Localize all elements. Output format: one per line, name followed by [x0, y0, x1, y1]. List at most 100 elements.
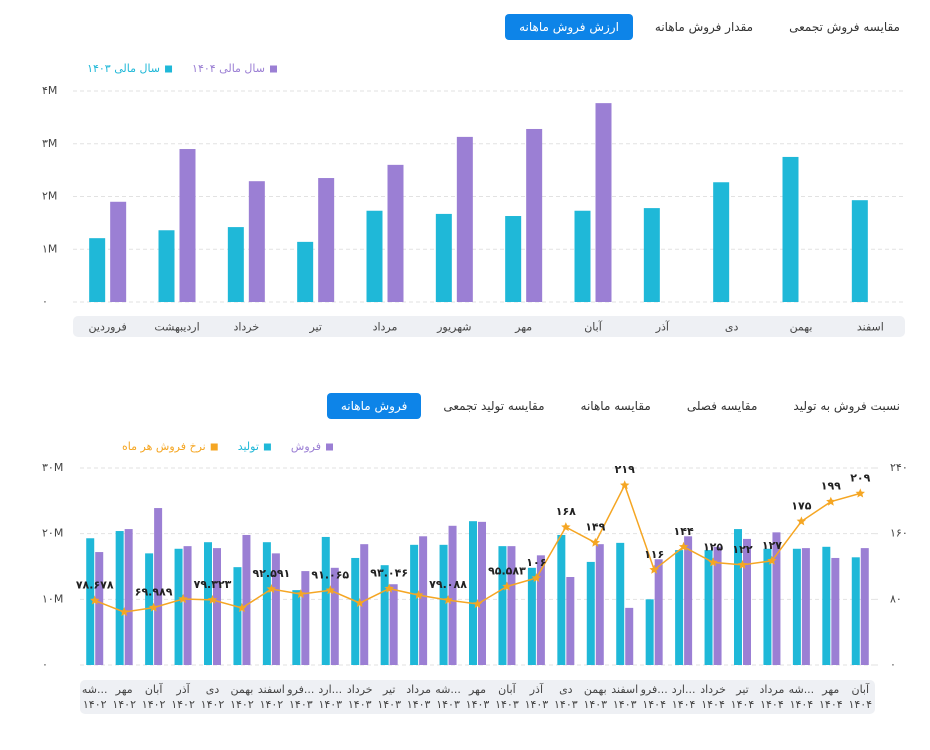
- x-tick-label: اسفند: [258, 683, 285, 696]
- x-tick-label: اسفند: [611, 683, 638, 696]
- line-point: [737, 559, 748, 569]
- bar: [292, 590, 301, 665]
- legend-label: فروش: [291, 440, 321, 453]
- value-label: ۷۹.۰۸۸: [429, 578, 467, 591]
- bar: [301, 571, 310, 665]
- legend-label: نرخ فروش هر ماه: [122, 440, 206, 453]
- line-point: [384, 583, 394, 593]
- legend-swatch: [210, 443, 218, 451]
- x-tick-label: شه...: [82, 683, 108, 696]
- line-point: [207, 594, 218, 604]
- line-point: [620, 480, 630, 490]
- tab[interactable]: مقایسه تولید تجمعی: [443, 399, 545, 413]
- value-label: ۱۴۹: [585, 521, 605, 534]
- x-tick-label: آبان: [498, 682, 516, 696]
- line-point: [708, 557, 718, 567]
- bar: [772, 532, 781, 665]
- line-point: [472, 599, 483, 609]
- bar: [507, 546, 516, 665]
- x-tick-label: مرداد: [760, 683, 785, 696]
- value-label: ۹۲.۵۹۱: [253, 567, 291, 580]
- bar: [822, 546, 831, 665]
- x-tick-label: ۱۴۰۴: [731, 698, 755, 711]
- bar: [271, 553, 280, 665]
- legend-label: سال مالی ۱۴۰۳: [87, 62, 160, 75]
- line-point: [325, 585, 335, 595]
- bar: [380, 565, 389, 665]
- x-tick-label: تیر: [382, 683, 395, 696]
- y-tick-label: ۳M: [42, 137, 57, 150]
- line-point: [443, 595, 453, 605]
- bar: [595, 544, 604, 665]
- bar: [645, 599, 654, 665]
- bar: [574, 210, 591, 302]
- x-tick-label: ۱۴۰۳: [436, 698, 460, 711]
- bar: [675, 550, 684, 665]
- x-tick-label: دی: [559, 683, 573, 696]
- bar: [801, 548, 810, 665]
- x-tick-label: ۱۴۰۲: [230, 698, 254, 711]
- line-point: [266, 584, 277, 593]
- bar: [448, 525, 457, 665]
- x-tick-label: ارد...: [672, 683, 696, 696]
- y-tick-label: ۲M: [42, 190, 57, 203]
- value-label: ۱۱۶: [644, 548, 664, 561]
- value-label: ۱۲۷: [762, 539, 782, 552]
- tab-bar: ارزش فروش ماهانه مقدار فروش ماهانه مقایسه …: [505, 14, 914, 40]
- tab[interactable]: مقدار فروش ماهانه: [654, 20, 754, 34]
- legend-swatch: [263, 443, 271, 451]
- line-point: [796, 516, 807, 526]
- bar: [115, 531, 124, 665]
- x-tick-label: خرداد: [347, 683, 373, 696]
- x-tick-label: آبان: [851, 682, 869, 696]
- x-tick-label: مهر: [115, 683, 133, 696]
- x-tick-label: ۱۴۰۳: [466, 698, 490, 711]
- x-tick-label: ۱۴۰۳: [613, 698, 637, 711]
- x-tick-label: تیر: [308, 321, 321, 334]
- y-tick-label: ۰: [42, 295, 48, 308]
- tab[interactable]: فروش ماهانه: [326, 393, 422, 419]
- value-label: ۱۰۶: [526, 556, 546, 569]
- x-tick-label: ۱۴۰۳: [583, 698, 607, 711]
- x-tick-label: ۱۴۰۳: [525, 698, 549, 711]
- bar: [456, 136, 473, 302]
- bar: [262, 542, 271, 665]
- tab[interactable]: مقایسه فصلی: [686, 399, 758, 413]
- bar: [713, 546, 722, 665]
- x-tick-label: بهمن: [790, 321, 813, 334]
- x-tick-label: ۱۴۰۴: [848, 698, 872, 711]
- line-point: [178, 594, 188, 604]
- legend-swatch: [270, 65, 277, 73]
- y-tick-label: ۱۰M: [42, 592, 63, 605]
- legend-label: سال مالی ۱۴۰۴: [192, 62, 265, 75]
- bar: [321, 536, 330, 665]
- tab[interactable]: مقایسه فروش تجمعی: [789, 20, 900, 34]
- x-tick-label: آبان: [584, 320, 602, 334]
- value-label: ۷۸.۶۷۸: [76, 578, 114, 591]
- bar: [704, 550, 713, 665]
- x-tick-label: آذر: [175, 682, 190, 696]
- y2-tick-label: ۲۴۰: [890, 461, 908, 474]
- y-tick-label: ۲۰M: [42, 527, 63, 540]
- bar: [851, 557, 860, 665]
- x-tick-label: ۱۴۰۴: [760, 698, 784, 711]
- y2-tick-label: ۱۶۰: [890, 527, 908, 540]
- tab[interactable]: مقایسه ماهانه: [580, 399, 651, 413]
- bar: [174, 548, 183, 665]
- tab[interactable]: ارزش فروش ماهانه: [505, 14, 633, 40]
- x-tick-label: مهر: [821, 683, 839, 696]
- bar: [831, 557, 840, 665]
- bar: [145, 553, 154, 665]
- tab[interactable]: نسبت فروش به تولید: [793, 399, 900, 413]
- bar: [124, 529, 133, 665]
- x-tick-label: آبان: [145, 682, 163, 696]
- x-tick-label: شه...: [435, 683, 461, 696]
- value-label: ۹۱.۰۶۵: [311, 568, 349, 581]
- x-tick-label: مهر: [514, 321, 532, 334]
- y2-tick-label: ۰: [890, 658, 896, 671]
- bar: [557, 534, 566, 665]
- bar: [439, 544, 448, 665]
- bar: [469, 521, 477, 665]
- x-tick-label: آذر: [529, 682, 544, 696]
